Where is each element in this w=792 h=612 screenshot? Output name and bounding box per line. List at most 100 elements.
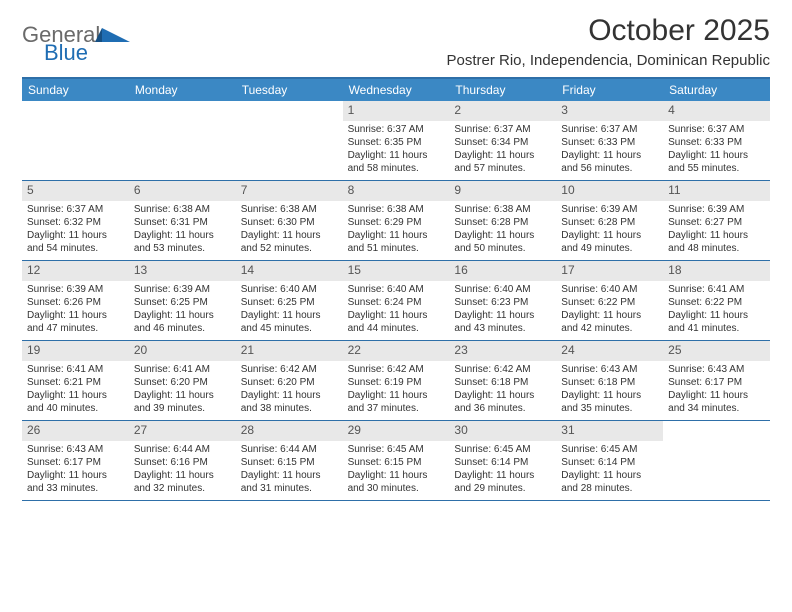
daylight-text: and 58 minutes.: [348, 162, 445, 175]
sunset-text: Sunset: 6:14 PM: [454, 456, 551, 469]
sunrise-text: Sunrise: 6:38 AM: [134, 203, 231, 216]
sunrise-text: Sunrise: 6:39 AM: [668, 203, 765, 216]
daylight-text: Daylight: 11 hours: [27, 469, 124, 482]
calendar-day: 3Sunrise: 6:37 AMSunset: 6:33 PMDaylight…: [556, 101, 663, 180]
sunset-text: Sunset: 6:24 PM: [348, 296, 445, 309]
daylight-text: and 52 minutes.: [241, 242, 338, 255]
sunset-text: Sunset: 6:28 PM: [561, 216, 658, 229]
sunrise-text: Sunrise: 6:44 AM: [241, 443, 338, 456]
day-number: 22: [348, 343, 361, 357]
day-number-row: 6: [129, 181, 236, 201]
sunrise-text: Sunrise: 6:41 AM: [27, 363, 124, 376]
daylight-text: and 36 minutes.: [454, 402, 551, 415]
calendar: SundayMondayTuesdayWednesdayThursdayFrid…: [22, 77, 770, 501]
daylight-text: Daylight: 11 hours: [27, 229, 124, 242]
sunset-text: Sunset: 6:15 PM: [241, 456, 338, 469]
daylight-text: and 40 minutes.: [27, 402, 124, 415]
daylight-text: and 48 minutes.: [668, 242, 765, 255]
daylight-text: and 46 minutes.: [134, 322, 231, 335]
daylight-text: Daylight: 11 hours: [27, 309, 124, 322]
day-number: 20: [134, 343, 147, 357]
sunrise-text: Sunrise: 6:39 AM: [134, 283, 231, 296]
sunset-text: Sunset: 6:19 PM: [348, 376, 445, 389]
sunrise-text: Sunrise: 6:43 AM: [27, 443, 124, 456]
calendar-day: 31Sunrise: 6:45 AMSunset: 6:14 PMDayligh…: [556, 421, 663, 500]
day-number: 23: [454, 343, 467, 357]
daylight-text: and 57 minutes.: [454, 162, 551, 175]
day-number-row: 20: [129, 341, 236, 361]
daylight-text: Daylight: 11 hours: [668, 149, 765, 162]
day-number: 18: [668, 263, 681, 277]
day-number: 6: [134, 183, 141, 197]
daylight-text: and 41 minutes.: [668, 322, 765, 335]
sunset-text: Sunset: 6:35 PM: [348, 136, 445, 149]
day-number-row: 19: [22, 341, 129, 361]
day-number-row: 12: [22, 261, 129, 281]
day-number: 30: [454, 423, 467, 437]
day-number-row: 23: [449, 341, 556, 361]
logo: General Blue: [22, 20, 142, 60]
page: General Blue October 2025 Postrer Rio, I…: [0, 0, 792, 511]
day-number-row: 28: [236, 421, 343, 441]
daylight-text: Daylight: 11 hours: [348, 309, 445, 322]
weekday-header: Friday: [556, 79, 663, 101]
logo-text-2: Blue: [44, 40, 88, 60]
day-number-row: 26: [22, 421, 129, 441]
day-number: 12: [27, 263, 40, 277]
sunset-text: Sunset: 6:17 PM: [27, 456, 124, 469]
calendar-week: 26Sunrise: 6:43 AMSunset: 6:17 PMDayligh…: [22, 421, 770, 501]
day-number: 21: [241, 343, 254, 357]
page-title: October 2025: [446, 14, 770, 48]
day-number: 26: [27, 423, 40, 437]
sunset-text: Sunset: 6:34 PM: [454, 136, 551, 149]
daylight-text: and 54 minutes.: [27, 242, 124, 255]
calendar-day: 26 Sunrise: 6:43 AMSunset: 6:17 PMDayligh…: [22, 421, 129, 500]
calendar-day: 5Sunrise: 6:37 AMSunset: 6:32 PMDaylight…: [22, 181, 129, 260]
sunrise-text: Sunrise: 6:42 AM: [454, 363, 551, 376]
daylight-text: Daylight: 11 hours: [348, 469, 445, 482]
sunset-text: Sunset: 6:33 PM: [561, 136, 658, 149]
daylight-text: and 30 minutes.: [348, 482, 445, 495]
day-number-row: 5: [22, 181, 129, 201]
weekday-header: Sunday: [22, 79, 129, 101]
location-text: Postrer Rio, Independencia, Dominican Re…: [446, 52, 770, 69]
sunset-text: Sunset: 6:22 PM: [668, 296, 765, 309]
day-number-row: 29: [343, 421, 450, 441]
sunrise-text: Sunrise: 6:37 AM: [454, 123, 551, 136]
calendar-day: 8Sunrise: 6:38 AMSunset: 6:29 PMDaylight…: [343, 181, 450, 260]
weekday-header: Wednesday: [343, 79, 450, 101]
day-number: 24: [561, 343, 574, 357]
daylight-text: and 33 minutes.: [27, 482, 124, 495]
sunset-text: Sunset: 6:17 PM: [668, 376, 765, 389]
day-number-row: 21: [236, 341, 343, 361]
daylight-text: Daylight: 11 hours: [241, 229, 338, 242]
calendar-day: 11Sunrise: 6:39 AMSunset: 6:27 PMDayligh…: [663, 181, 770, 260]
sunrise-text: Sunrise: 6:45 AM: [348, 443, 445, 456]
daylight-text: and 35 minutes.: [561, 402, 658, 415]
calendar-day: 18Sunrise: 6:41 AMSunset: 6:22 PMDayligh…: [663, 261, 770, 340]
calendar-day: [663, 421, 770, 500]
daylight-text: and 47 minutes.: [27, 322, 124, 335]
day-number: 13: [134, 263, 147, 277]
day-number-row: 27: [129, 421, 236, 441]
day-number-row: 3: [556, 101, 663, 121]
sunset-text: Sunset: 6:20 PM: [241, 376, 338, 389]
sunrise-text: Sunrise: 6:38 AM: [241, 203, 338, 216]
sunrise-text: Sunrise: 6:37 AM: [27, 203, 124, 216]
sunset-text: Sunset: 6:25 PM: [241, 296, 338, 309]
calendar-day: 16Sunrise: 6:40 AMSunset: 6:23 PMDayligh…: [449, 261, 556, 340]
sunrise-text: Sunrise: 6:40 AM: [454, 283, 551, 296]
daylight-text: Daylight: 11 hours: [454, 389, 551, 402]
day-number: 3: [561, 103, 568, 117]
calendar-day: 30Sunrise: 6:45 AMSunset: 6:14 PMDayligh…: [449, 421, 556, 500]
sunrise-text: Sunrise: 6:40 AM: [561, 283, 658, 296]
daylight-text: and 39 minutes.: [134, 402, 231, 415]
daylight-text: and 53 minutes.: [134, 242, 231, 255]
sunrise-text: Sunrise: 6:37 AM: [348, 123, 445, 136]
day-number: 29: [348, 423, 361, 437]
day-number-row: 15: [343, 261, 450, 281]
sunset-text: Sunset: 6:33 PM: [668, 136, 765, 149]
sunset-text: Sunset: 6:20 PM: [134, 376, 231, 389]
daylight-text: and 51 minutes.: [348, 242, 445, 255]
daylight-text: and 55 minutes.: [668, 162, 765, 175]
